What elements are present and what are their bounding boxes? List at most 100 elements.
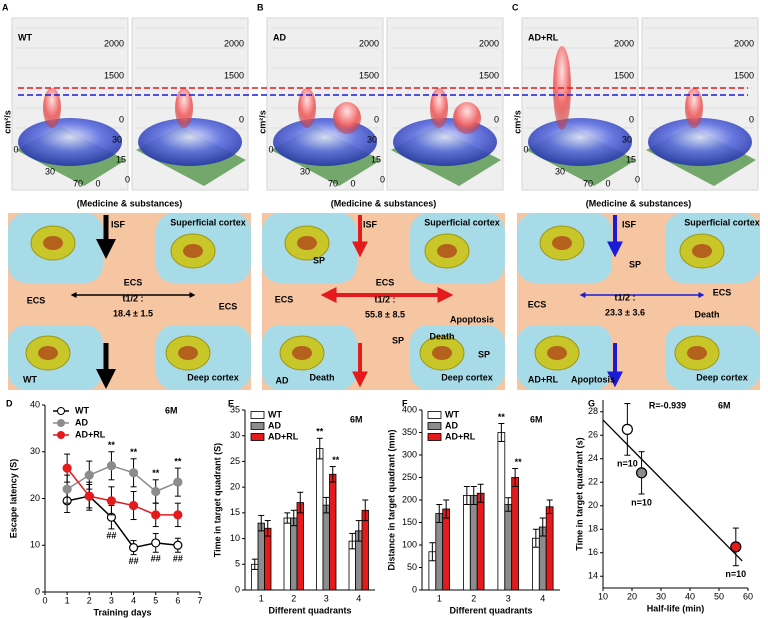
point-label: n=10 [617,459,638,469]
marker [84,491,94,501]
y-tick-label: 20 [30,493,40,503]
side-tick-label: 15 [371,154,381,164]
y-tick-label: 14 [588,571,598,581]
note: 6M [718,400,731,410]
x-tick-label: 4 [356,593,361,603]
y-tick-label: 200 [402,494,417,504]
z-tick-label: 0 [494,114,499,124]
bar [511,477,520,591]
y-tick-label: 0 [35,586,40,596]
marker [62,484,72,494]
y-tick-label: 10 [30,540,40,550]
bottom-tick-label: 30 [555,166,565,176]
marker [106,461,117,471]
bar [257,522,265,591]
marker [128,542,139,553]
point [730,541,742,553]
nucleus [183,244,203,258]
annotation: ## [106,530,116,540]
legend-label: WT [268,409,282,419]
y-tick-label: 50 [407,562,417,572]
marker [62,463,72,473]
marker [128,500,139,511]
panel-title: AD+RL [528,32,559,42]
diagram-label: Deep cortex [441,372,493,382]
legend-swatch [250,422,265,430]
x-tick-label: 1 [259,593,264,603]
annotation: ** [316,427,324,437]
x-tick-label: 60 [743,591,753,601]
annotation: ** [498,412,506,422]
legend-label: AD+RL [75,429,106,439]
y-tick-label: 30 [230,430,240,440]
y-tick-label: 10 [230,533,240,543]
nucleus [432,346,452,360]
z-tick-label: 2000 [104,38,124,48]
diagram-label: 55.8 ± 8.5 [365,309,405,319]
y-tick-label: 250 [402,472,417,482]
legend-label: AD+RL [268,431,299,441]
nucleus [297,236,317,250]
diagram-label: Apoptosis [571,374,615,384]
panel-letter: D [6,398,13,408]
y-tick-label: 300 [402,449,417,459]
side-tick-label: 30 [112,134,122,144]
series-line [66,464,179,493]
z-tick-label: 2000 [734,38,754,48]
legend-swatch [427,422,442,430]
diagram-label: ECS [528,299,547,309]
nucleus [292,346,312,360]
x-tick-label: 50 [714,591,724,601]
x-tick-label: 5 [153,595,158,605]
bar [476,492,485,591]
point-label: n=10 [631,497,652,507]
surface [273,118,377,166]
annotation: ** [174,456,182,466]
panel-letter: A [2,2,9,12]
z-tick-label: 1500 [479,70,499,80]
annotation: ## [173,554,183,564]
nucleus [687,346,707,360]
y-tick-label: 100 [402,539,417,549]
z-tick-label: 1500 [224,70,244,80]
peak [298,88,316,128]
legend-swatch [427,433,442,441]
legend-swatch [427,411,442,419]
diagram-label: 18.4 ± 1.5 [113,308,153,318]
panel-title: AD [273,32,286,42]
z-tick-label: 0 [239,114,244,124]
marker [173,540,183,550]
x-tick-label: 4 [540,593,545,603]
nucleus [547,346,567,360]
y-tick-label: 24 [588,453,598,463]
x-axis-label: Different quadrants [449,605,532,615]
bar [296,502,304,591]
bottom-tick-label: 30 [45,166,55,176]
bar [322,504,330,591]
legend-label: AD [445,420,458,430]
surface [18,118,122,166]
nucleus [43,236,63,250]
x-axis-label: Training days [93,607,151,617]
z-tick-label: 1500 [614,70,634,80]
diagram-label: t1/2 : [614,292,635,302]
bottom-tick-label: 70 [583,178,593,188]
y-axis-label: Escape latency (S) [8,459,18,539]
marker [128,468,139,478]
y-tick-label: 16 [588,547,598,557]
bar [283,517,291,591]
y-tick-label: 25 [230,456,240,466]
legend-label: WT [75,405,89,415]
diagram-label: Apoptosis [450,314,494,324]
note: 6M [350,414,363,424]
annotation: ** [108,440,116,450]
bar [545,506,554,591]
diagram-label: t1/2 : [122,293,143,303]
marker [173,510,183,520]
x-tick-label: 3 [506,593,511,603]
annotation: ** [515,457,523,467]
diagram-label: ECS [275,294,294,304]
peak [430,88,448,128]
annotation: ** [152,468,160,478]
y-tick-label: 400 [402,404,417,414]
